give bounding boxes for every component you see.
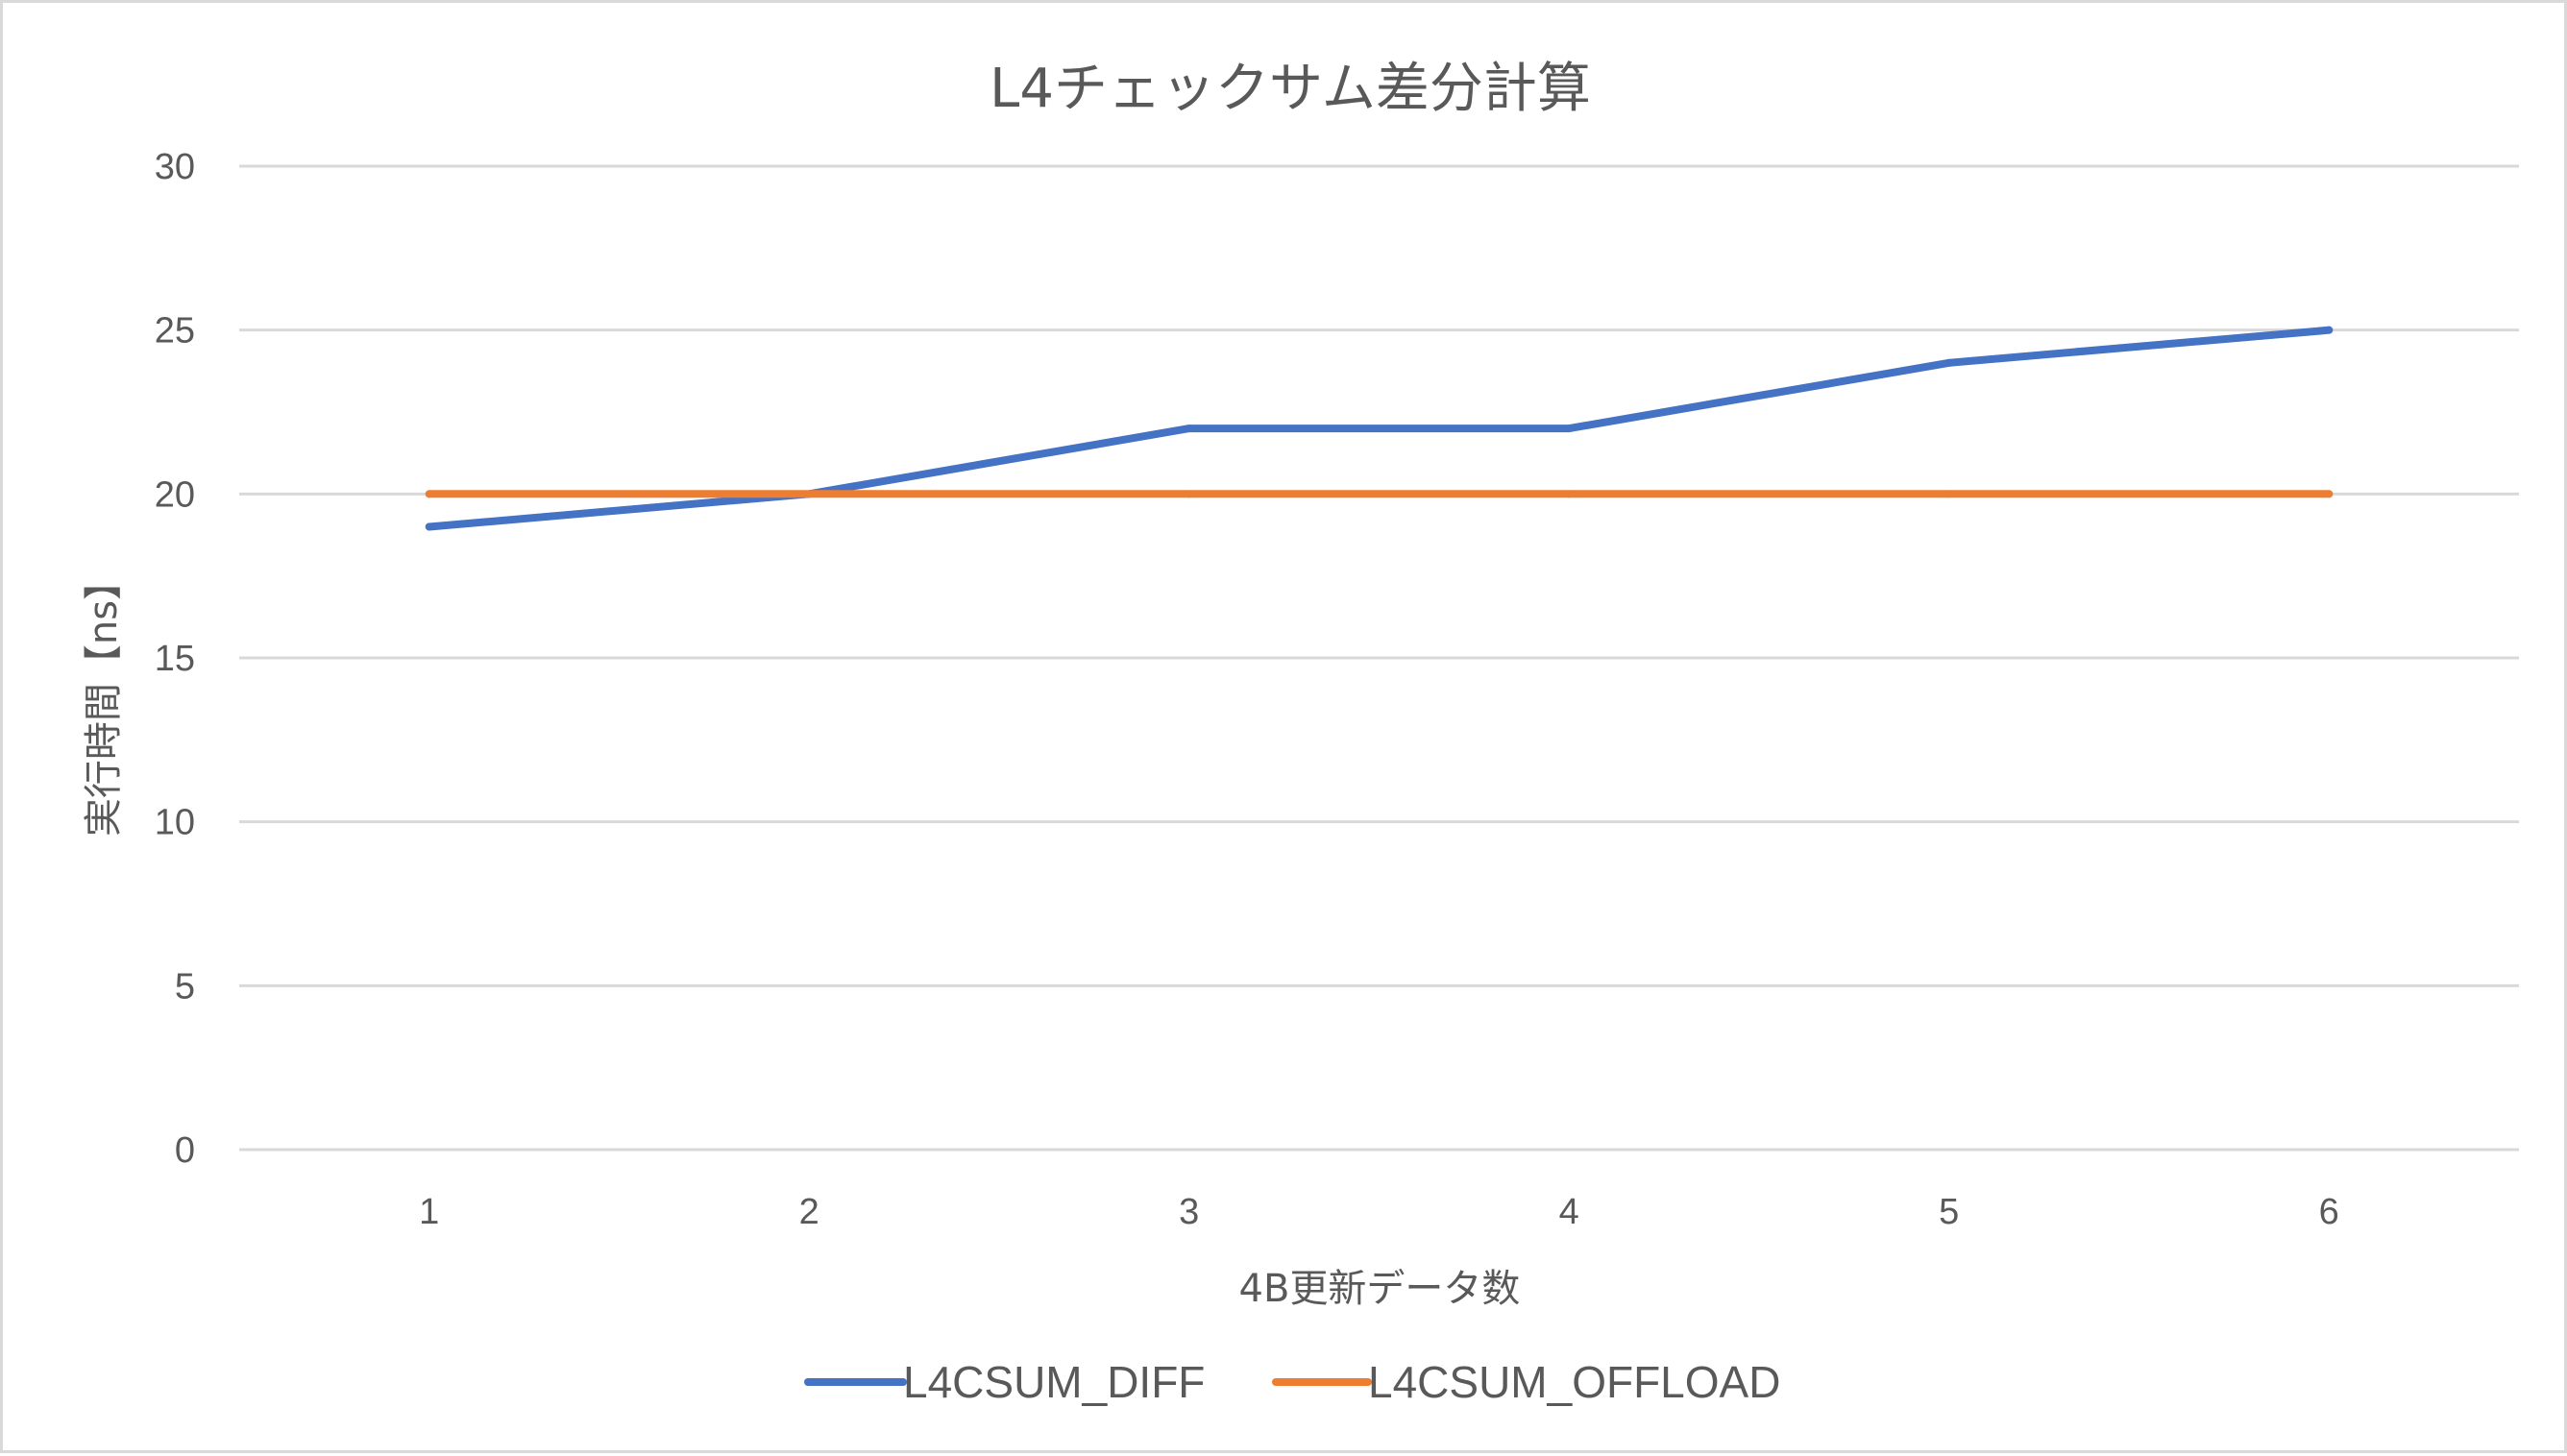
y-axis-title: 実行時間【ns】	[82, 562, 126, 837]
data-point-l4csum-offload-6	[2325, 490, 2334, 498]
x-tick-label-5: 5	[1939, 1192, 1959, 1232]
x-axis-ticks: 1 2 3 4 5 6	[419, 1192, 2339, 1232]
legend-label-l4csum-offload: L4CSUM_OFFLOAD	[1368, 1357, 1780, 1407]
data-point-l4csum-offload-1	[425, 490, 433, 498]
gridlines	[239, 164, 2519, 1152]
legend: L4CSUM_DIFF L4CSUM_OFFLOAD	[804, 1357, 1780, 1407]
data-point-l4csum-diff-4	[1565, 425, 1574, 433]
data-point-l4csum-diff-3	[1185, 425, 1193, 433]
data-point-l4csum-diff-1	[425, 522, 433, 531]
y-tick-label-20: 20	[155, 474, 195, 515]
chart-title: L4チェックサム差分計算	[990, 58, 1591, 120]
x-tick-label-6: 6	[2319, 1192, 2339, 1232]
x-tick-label-1: 1	[419, 1192, 439, 1232]
data-point-l4csum-offload-2	[805, 490, 814, 498]
legend-label-l4csum-diff: L4CSUM_DIFF	[903, 1357, 1205, 1407]
data-point-l4csum-offload-4	[1565, 490, 1574, 498]
x-tick-label-3: 3	[1179, 1192, 1199, 1232]
y-tick-label-15: 15	[155, 639, 195, 679]
y-tick-label-30: 30	[155, 147, 195, 187]
data-point-l4csum-diff-6	[2325, 326, 2334, 334]
y-tick-label-25: 25	[155, 311, 195, 352]
chart-svg: L4チェックサム差分計算 0 5 10 15 20 25 30 1 2 3 4 5 6 実行時間【ns…	[82, 58, 2519, 1407]
data-point-l4csum-diff-5	[1944, 358, 1953, 367]
x-axis-title: 4B更新データ数	[1239, 1267, 1521, 1311]
x-tick-label-2: 2	[799, 1192, 819, 1232]
y-tick-label-10: 10	[155, 803, 195, 843]
data-point-l4csum-offload-5	[1944, 490, 1953, 498]
y-axis-ticks: 0 5 10 15 20 25 30	[155, 147, 195, 1171]
x-tick-label-4: 4	[1559, 1192, 1579, 1232]
data-point-l4csum-offload-3	[1185, 490, 1193, 498]
y-tick-label-5: 5	[175, 966, 195, 1007]
series-line-l4csum-diff	[425, 326, 2334, 531]
y-tick-label-0: 0	[175, 1130, 195, 1171]
series-lines	[425, 326, 2334, 531]
